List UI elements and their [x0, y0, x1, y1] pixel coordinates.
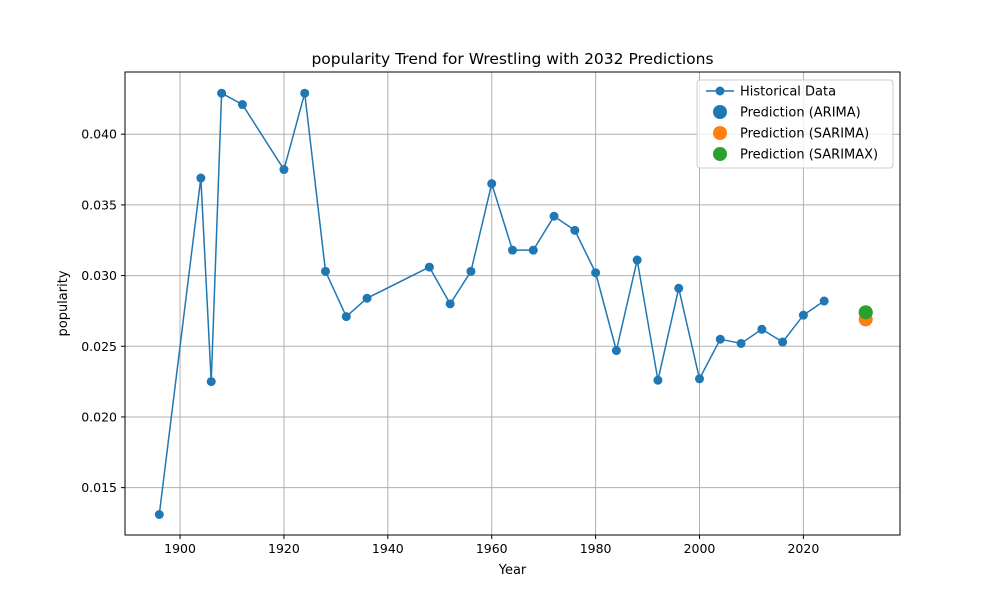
legend-label: Prediction (SARIMAX)	[740, 148, 878, 163]
legend-marker-swatch	[713, 126, 727, 140]
legend-marker-swatch	[715, 86, 725, 96]
legend-marker-swatch	[713, 105, 727, 119]
data-point	[819, 296, 829, 306]
data-point	[736, 338, 746, 348]
data-point	[362, 293, 372, 303]
data-point	[466, 266, 476, 276]
y-tick-label: 0.040	[81, 127, 117, 142]
data-point	[300, 88, 310, 98]
data-point	[508, 245, 517, 255]
plot-area-frame	[124, 71, 901, 536]
x-tick-label: 1900	[164, 541, 196, 556]
prediction-point	[858, 305, 873, 320]
grid	[125, 72, 900, 535]
data-point	[341, 312, 351, 322]
legend-entry: Prediction (SARIMAX)	[713, 147, 878, 163]
data-point	[757, 324, 767, 334]
legend-entry: Prediction (SARIMA)	[713, 126, 869, 142]
series-prediction-sarimax	[858, 305, 873, 320]
data-point	[206, 377, 216, 387]
legend: Historical Data Prediction (ARIMA) Predict…	[696, 79, 894, 169]
x-tick-label: 1960	[476, 541, 508, 556]
legend-label: Historical Data	[740, 85, 836, 100]
data-point	[237, 100, 247, 110]
legend-label: Prediction (ARIMA)	[740, 106, 861, 121]
data-point	[217, 88, 227, 98]
data-point	[694, 374, 704, 384]
data-point	[424, 262, 434, 272]
axis-ticks: 1900 1920 1940 1960 1980 2000 2020 0.015 0.020 0.…	[81, 127, 819, 556]
data-point	[445, 299, 455, 309]
data-point	[154, 510, 164, 520]
data-point	[798, 310, 808, 320]
data-point	[321, 266, 331, 276]
y-tick-label: 0.030	[81, 268, 117, 283]
series-historical-data	[154, 88, 829, 520]
legend-entry: Historical Data	[706, 85, 836, 100]
data-point	[611, 346, 621, 356]
chart-title: popularity Trend for Wrestling with 2032…	[311, 50, 713, 68]
data-point	[674, 283, 684, 293]
data-point	[196, 173, 206, 183]
legend-label: Prediction (SARIMA)	[740, 127, 869, 142]
x-tick-label: 1940	[372, 541, 404, 556]
data-point	[778, 337, 788, 347]
y-tick-label: 0.035	[81, 197, 117, 212]
legend-marker-swatch	[713, 147, 727, 161]
data-point	[279, 165, 289, 175]
data-point	[549, 211, 559, 221]
legend-entry: Prediction (ARIMA)	[713, 105, 861, 121]
x-tick-label: 2020	[787, 541, 819, 556]
y-axis-label: popularity	[56, 270, 71, 336]
data-point	[528, 245, 538, 255]
data-point	[487, 179, 497, 189]
data-point	[591, 268, 601, 278]
x-tick-label: 1980	[580, 541, 612, 556]
data-point	[632, 255, 642, 265]
x-axis-label: Year	[498, 563, 527, 578]
legend-box	[696, 79, 894, 169]
data-point	[570, 225, 580, 235]
y-tick-label: 0.020	[81, 409, 117, 424]
data-point	[715, 334, 725, 344]
data-point	[653, 375, 663, 385]
x-tick-label: 1920	[268, 541, 300, 556]
plot-series	[154, 88, 873, 520]
y-tick-label: 0.015	[81, 480, 117, 495]
y-tick-label: 0.025	[81, 339, 117, 354]
x-tick-label: 2000	[684, 541, 716, 556]
